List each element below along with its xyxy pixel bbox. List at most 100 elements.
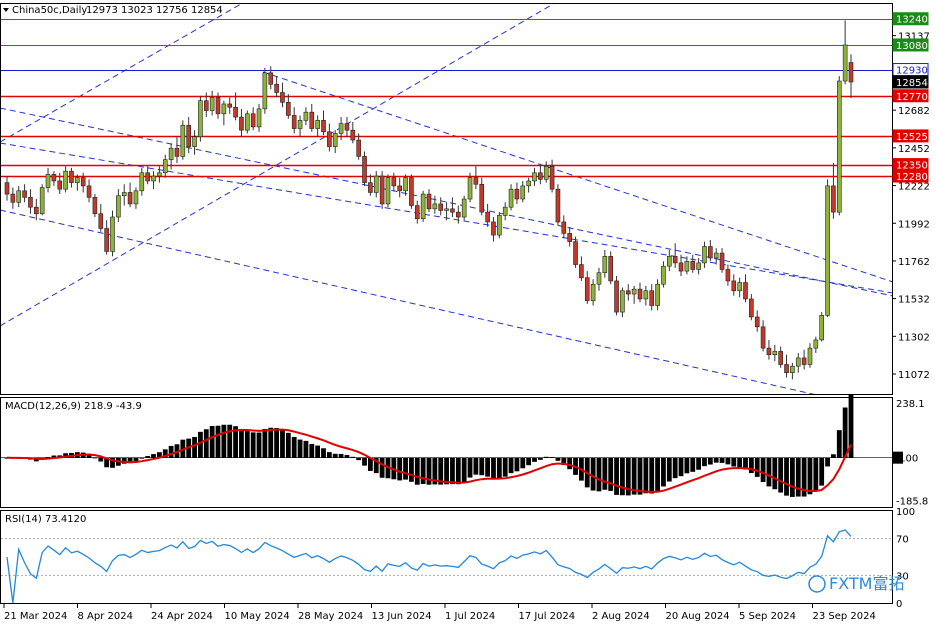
candle [461, 195, 467, 221]
candle-body [403, 177, 408, 192]
candle-body [461, 198, 467, 218]
candle [239, 108, 244, 137]
candle-body [702, 246, 707, 264]
macd-bar [127, 457, 133, 464]
candle-body [315, 120, 320, 129]
macd-bar [215, 425, 221, 458]
macd-bar [713, 457, 719, 463]
level-badge-box [892, 169, 929, 183]
macd-current-badge [893, 451, 903, 464]
candle [561, 215, 567, 239]
level-badge-label: 13080 [896, 41, 928, 52]
macd-bar [156, 452, 162, 458]
candle [368, 174, 373, 196]
macd-bar [561, 457, 567, 466]
candle [116, 189, 121, 222]
candle-body [121, 192, 127, 197]
macd-bar [672, 457, 678, 479]
macd-bar [280, 429, 285, 458]
candle-body [584, 277, 590, 301]
macd-bar [778, 457, 784, 493]
macd-bar [496, 457, 502, 479]
candle [139, 167, 145, 196]
candle [801, 349, 807, 370]
candle-body [579, 264, 584, 278]
candle [520, 180, 526, 203]
candle [508, 184, 514, 211]
macd-bar [719, 457, 725, 463]
candle [75, 174, 80, 191]
macd-bar [426, 457, 432, 485]
candle-body [831, 185, 836, 213]
candle-body [708, 246, 713, 259]
candle-body [63, 170, 68, 190]
candle [579, 256, 584, 281]
candle [373, 171, 379, 198]
candle [754, 310, 760, 332]
price-tick-label: 12452 [898, 144, 930, 155]
candle [825, 179, 830, 317]
candle-body [772, 351, 778, 355]
candle-body [51, 174, 57, 182]
macd-bar [514, 457, 520, 472]
candle-body [186, 124, 191, 147]
macd-bar [678, 457, 684, 477]
macd-bar [379, 457, 385, 478]
macd-bar [403, 457, 408, 480]
candle [485, 203, 490, 227]
level-badge-box [892, 38, 929, 52]
macd-bar [684, 457, 690, 474]
macd-bar [367, 457, 373, 471]
candle-body [245, 113, 250, 131]
candle-body [28, 197, 33, 208]
candle-body [491, 221, 496, 236]
candle [297, 115, 303, 137]
level-badge-12770: 12770 [892, 89, 929, 103]
candle [760, 320, 766, 352]
level-badge-box [892, 12, 929, 26]
candle-body [719, 252, 725, 270]
candle [807, 343, 813, 368]
candle-body [485, 211, 490, 223]
price-tick-label: 11762 [898, 257, 930, 268]
level-badge-13240: 13240 [892, 12, 929, 26]
level-badge-12854: 12854 [892, 75, 929, 89]
macd-bar [151, 454, 156, 458]
candle [92, 194, 98, 218]
candle-body [286, 102, 291, 116]
trendline-1 [1, 4, 555, 326]
candle-body [614, 280, 619, 313]
macd-bar [461, 457, 467, 482]
candle [209, 90, 215, 116]
macd-bar [250, 432, 256, 458]
macd-tick-label: -185.8 [896, 496, 928, 507]
candle-body [368, 182, 373, 193]
macd-bar [256, 432, 262, 458]
candle [186, 117, 191, 154]
price-levels [1, 19, 892, 178]
candle [34, 199, 39, 221]
macd-bar [168, 445, 174, 458]
macd-bar [567, 457, 573, 470]
macd-bar [602, 457, 608, 490]
candle-body [57, 180, 63, 190]
candle-body [655, 283, 660, 306]
candle [110, 210, 115, 257]
macd-bar [801, 457, 807, 497]
candle [250, 107, 256, 131]
candle-body [438, 203, 444, 211]
date-tick-label: 8 Apr 2024 [78, 611, 133, 622]
candle [737, 277, 742, 298]
candle-body [309, 111, 315, 129]
candle [28, 189, 33, 214]
symbol-menu-triangle-icon[interactable] [3, 8, 9, 12]
candle [180, 120, 186, 160]
candle-body [836, 80, 842, 213]
macd-bar [227, 424, 233, 458]
candle [690, 254, 696, 273]
macd-bar [455, 457, 461, 485]
macd-bar [285, 432, 291, 458]
macd-bar [532, 457, 537, 462]
candle-body [432, 203, 438, 210]
